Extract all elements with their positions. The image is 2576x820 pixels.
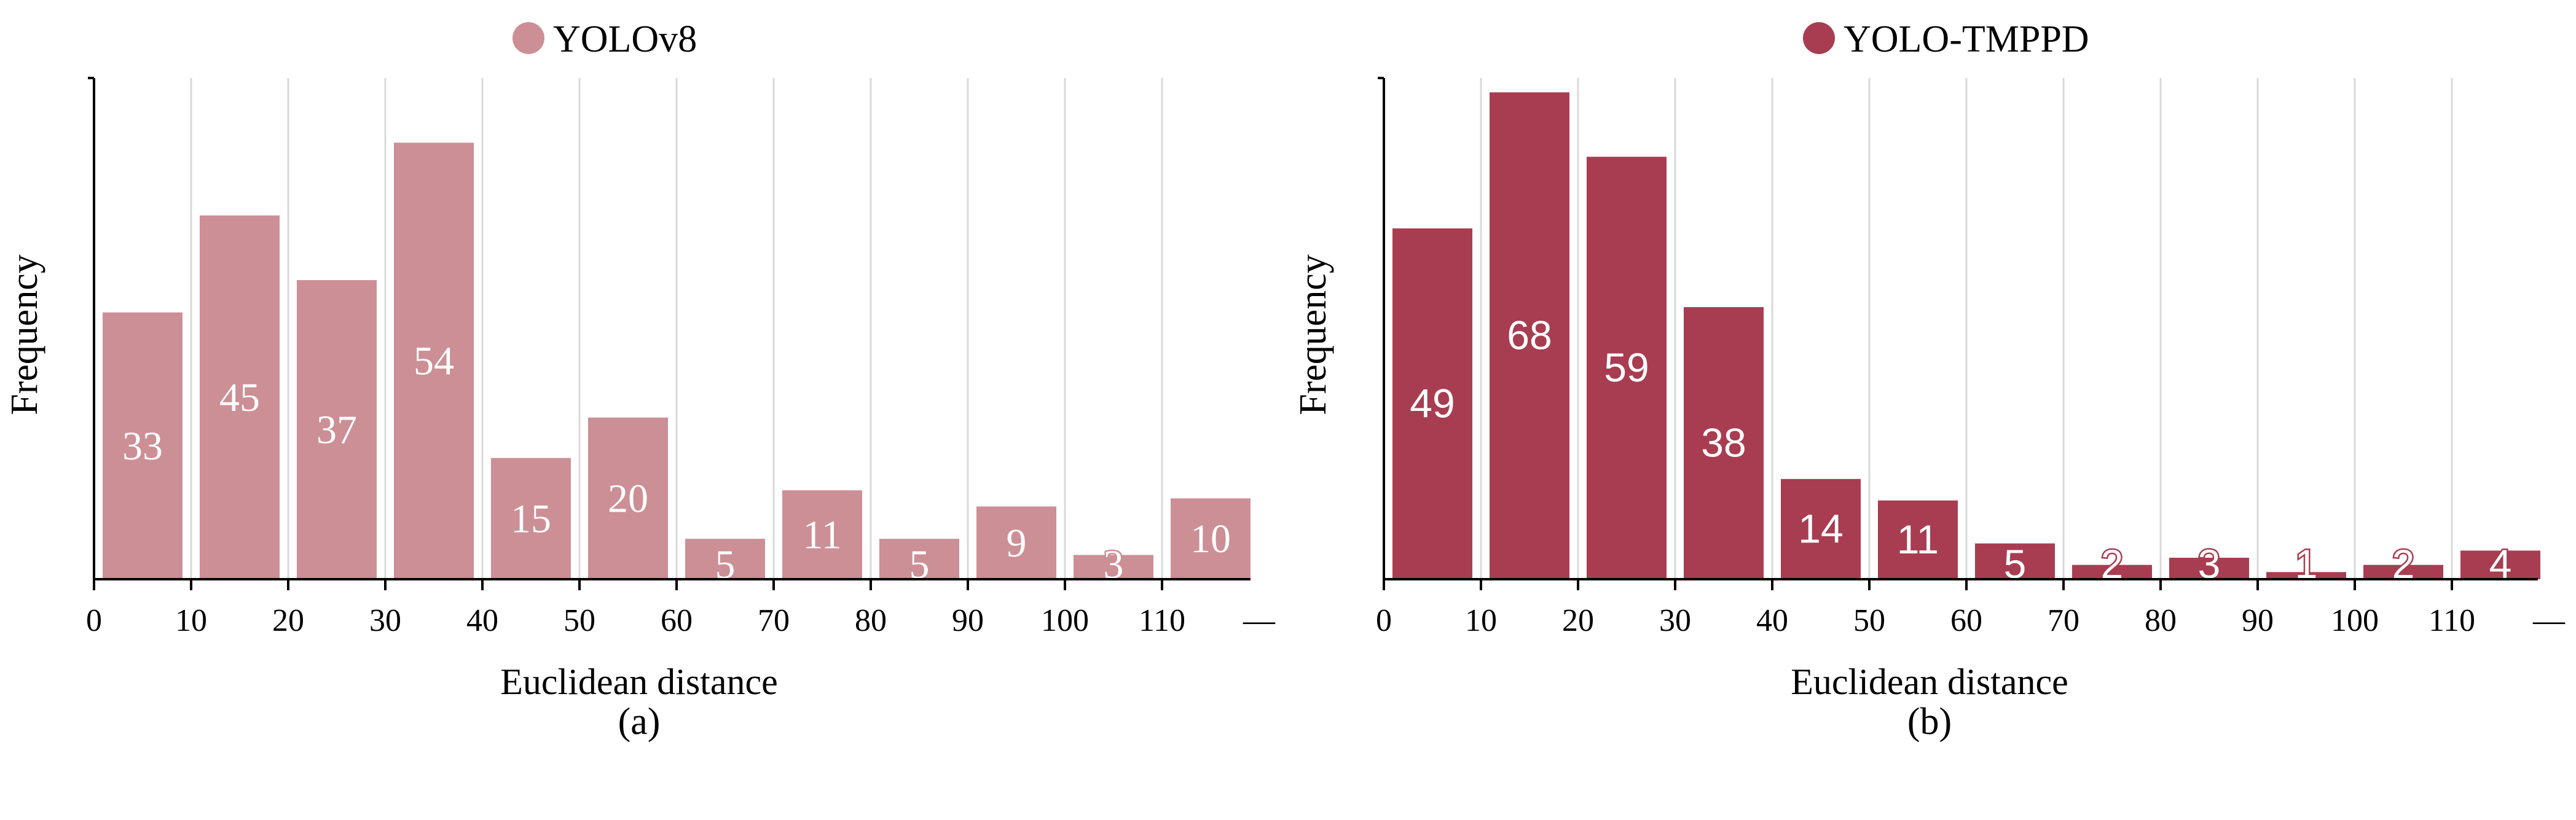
bar: [782, 490, 862, 579]
bar-value-label: 11: [1897, 517, 1939, 562]
x-tick-label: 0: [86, 603, 102, 638]
legend-marker: [512, 22, 544, 54]
bar-labels: 33 45 37 54 15 20 5 11 5 9 3 10: [122, 339, 1231, 589]
bar-value-label: 5: [909, 542, 930, 587]
bar-value-label: 49: [1410, 380, 1455, 426]
x-axis-label: Euclidean distance: [1791, 662, 2068, 702]
bar-value-label: 11: [803, 513, 842, 558]
bar: [297, 280, 377, 579]
bar-value-label: 38: [1701, 420, 1746, 466]
bar-value-label: 9: [1007, 521, 1027, 566]
bar-value-label: 33: [122, 424, 163, 469]
x-axis-ticks: [1383, 579, 2453, 590]
gridlines: [1480, 78, 2453, 579]
bar-value-label: 10: [1190, 517, 1231, 561]
bar: [1392, 228, 1472, 579]
bar-value-label: 68: [1507, 313, 1552, 358]
x-tick-label: 80: [855, 603, 887, 638]
x-tick-label: 20: [1562, 603, 1594, 638]
x-tick-label: 10: [1465, 603, 1497, 638]
x-tick-label: 50: [1853, 603, 1885, 638]
bar-value-label: 3: [1104, 542, 1124, 587]
x-tick-label: 70: [758, 603, 790, 638]
bar: [588, 417, 668, 579]
x-tick-label: —: [1243, 603, 1276, 638]
bar: [2460, 550, 2540, 579]
x-tick-label: 60: [1950, 603, 1982, 638]
panel-label: (b): [1907, 701, 1952, 743]
bar: [2169, 558, 2249, 579]
x-tick-label: 100: [1041, 603, 1089, 638]
bar: [1171, 498, 1251, 579]
x-tick-label: 110: [1139, 603, 1185, 638]
bar: [2363, 564, 2443, 579]
bar: [1781, 478, 1861, 579]
x-tick-label: 90: [952, 603, 984, 638]
bar: [1975, 543, 2055, 579]
bar-value-label: 14: [1798, 506, 1843, 551]
legend-label: YOLOv8: [553, 18, 697, 60]
bars: [103, 143, 1251, 579]
bar: [2072, 564, 2152, 579]
bar-value-label: 37: [316, 408, 357, 453]
bar-value-label: 5: [715, 542, 736, 587]
panel-label: (a): [618, 701, 661, 743]
bar-value-label: 20: [608, 476, 648, 521]
x-tick-label: 40: [466, 603, 498, 638]
x-tick-label: 80: [2145, 603, 2177, 638]
bar: [491, 458, 571, 579]
y-axis-label: Frequency: [4, 254, 45, 415]
histogram-panel-a: 33 45 37 54 15 20 5 11 5 9 3 10 0 10 20 30 40 50 60 70 80 90…: [4, 18, 1276, 743]
legend-label: YOLO-TMPPD: [1844, 18, 2089, 60]
x-tick-label: 70: [2048, 603, 2079, 638]
bar: [1878, 500, 1958, 579]
bar: [1074, 555, 1153, 579]
x-tick-label: 110: [2429, 603, 2475, 638]
bar: [1587, 157, 1667, 579]
bar-value-label: 45: [219, 375, 260, 420]
bar: [394, 143, 474, 579]
x-tick-label: —: [2532, 603, 2566, 638]
x-tick-label: 50: [564, 603, 595, 638]
x-axis-label: Euclidean distance: [500, 662, 777, 702]
bar-value-label: 59: [1604, 345, 1649, 390]
bar-value-label: 54: [414, 339, 454, 384]
bar-value-label: 15: [511, 496, 551, 541]
x-tick-labels: 0 10 20 30 40 50 60 70 80 90 100 110 —: [86, 603, 1276, 638]
x-tick-label: 100: [2331, 603, 2379, 638]
x-tick-label: 90: [2242, 603, 2274, 638]
bars: [1392, 92, 2540, 580]
x-tick-labels: 0 10 20 30 40 50 60 70 80 90 100 110 —: [1376, 603, 2566, 638]
x-tick-label: 30: [369, 603, 401, 638]
bar: [1684, 307, 1764, 579]
y-axis-label: Frequency: [1292, 254, 1334, 415]
bar: [976, 506, 1056, 579]
x-tick-label: 0: [1376, 603, 1392, 638]
x-axis-ticks: [93, 579, 1163, 590]
bar: [103, 312, 183, 579]
bar: [879, 539, 959, 579]
x-tick-label: 40: [1756, 603, 1788, 638]
x-tick-label: 10: [175, 603, 207, 638]
legend-marker: [1803, 22, 1835, 54]
bar: [200, 215, 280, 579]
bar: [685, 539, 765, 579]
x-tick-label: 30: [1659, 603, 1691, 638]
bar: [2266, 572, 2346, 579]
x-tick-label: 20: [272, 603, 304, 638]
gridlines: [190, 78, 1163, 579]
bar: [1490, 92, 1569, 580]
x-tick-label: 60: [661, 603, 693, 638]
